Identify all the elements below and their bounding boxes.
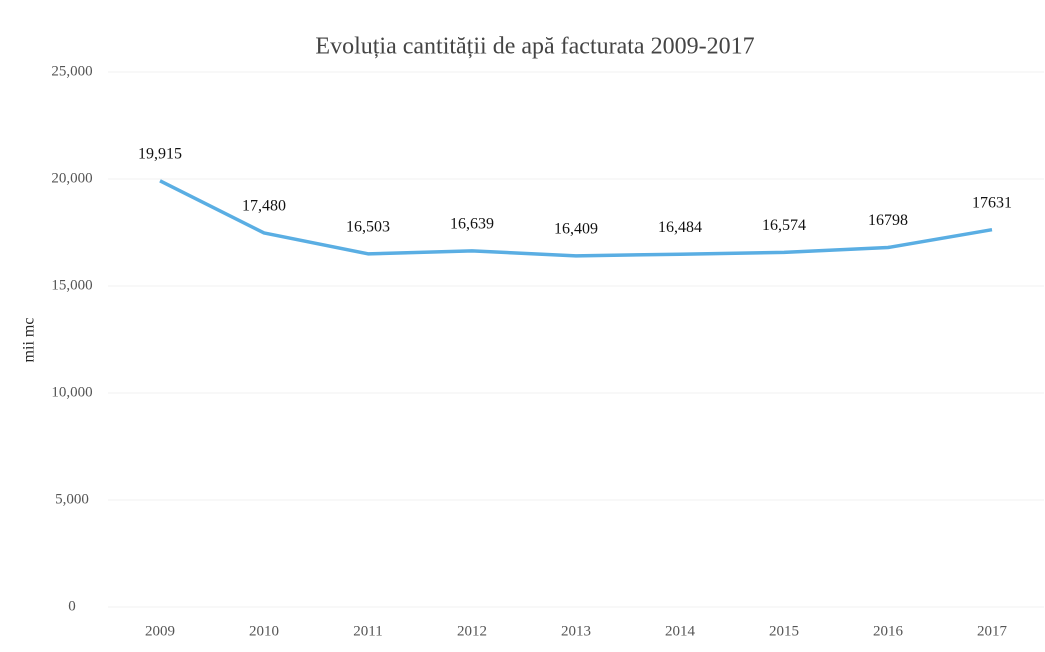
y-tick-label: 15,000 [51,277,92,293]
data-label: 16,574 [762,217,806,234]
x-tick-label: 2010 [249,623,279,639]
data-label: 16,484 [658,219,702,236]
x-tick-label: 2009 [145,623,175,639]
x-tick-label: 2017 [977,623,1008,639]
y-tick-label: 0 [68,598,76,614]
data-label: 16,639 [450,216,494,233]
x-tick-label: 2014 [665,623,696,639]
y-tick-label: 25,000 [51,63,92,79]
x-tick-label: 2013 [561,623,591,639]
data-label: 16,503 [346,219,390,236]
data-label: 16,409 [554,221,598,238]
x-tick-label: 2015 [769,623,799,639]
x-tick-label: 2012 [457,623,487,639]
y-tick-label: 10,000 [51,384,92,400]
data-label: 19,915 [138,145,182,162]
data-label: 16798 [868,212,908,229]
y-axis-label: mii mc [21,318,38,363]
chart-title: Evoluția cantității de apă facturata 200… [315,34,754,60]
y-tick-label: 20,000 [51,170,92,186]
y-tick-label: 5,000 [55,491,89,507]
x-tick-label: 2011 [353,623,382,639]
data-label: 17,480 [242,198,286,215]
x-tick-label: 2016 [873,623,904,639]
data-line [159,179,993,258]
data-label: 17631 [972,194,1012,211]
